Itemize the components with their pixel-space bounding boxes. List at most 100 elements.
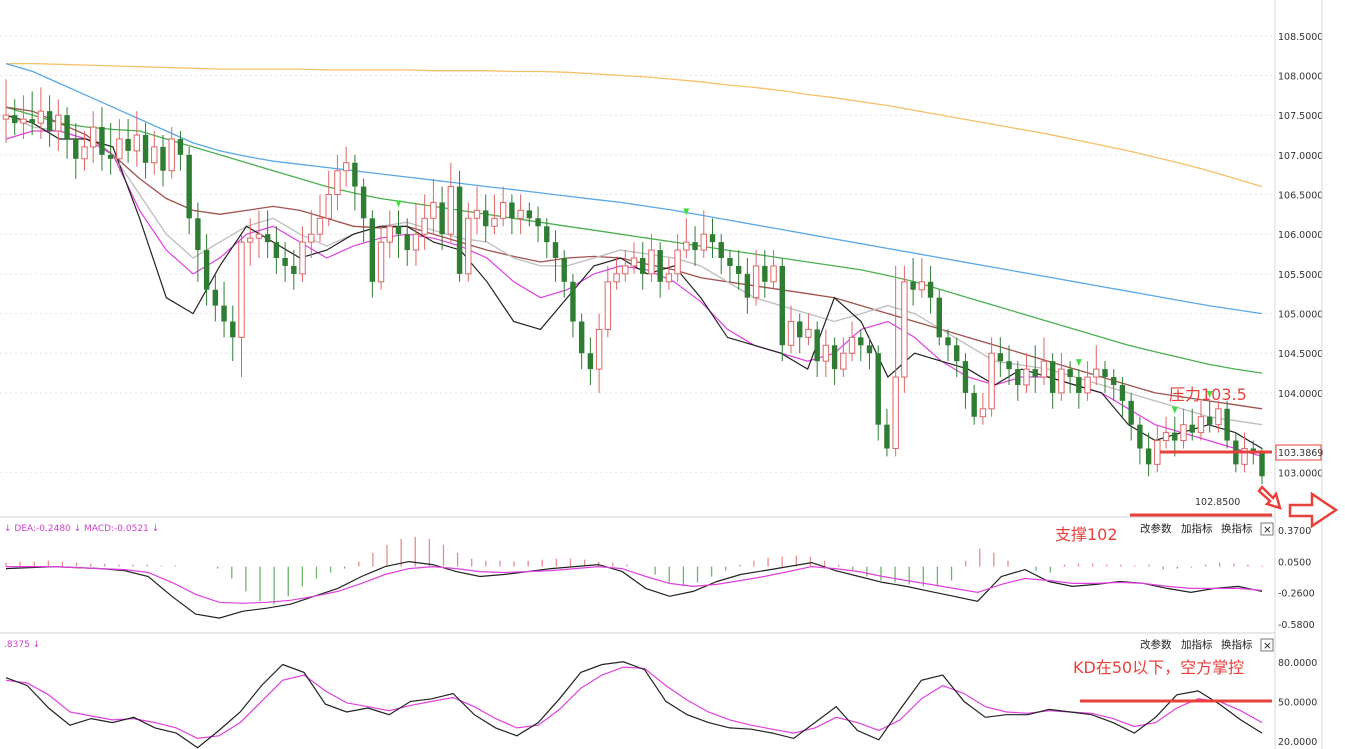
candle-body <box>1006 361 1012 370</box>
candle-body <box>936 297 942 338</box>
candle-body <box>116 138 123 160</box>
candle <box>1119 377 1126 417</box>
candle <box>866 337 873 370</box>
ma-line-2 <box>5 106 1263 374</box>
candle <box>456 170 463 282</box>
candle-body <box>988 352 995 410</box>
candle-body <box>1128 400 1134 425</box>
candle <box>116 119 123 171</box>
candle <box>910 258 916 306</box>
candle-body <box>1145 448 1152 465</box>
candle-body <box>473 209 481 219</box>
candle <box>700 210 707 258</box>
candle-body <box>46 111 53 132</box>
candle-body <box>125 138 131 151</box>
candle-body <box>979 408 987 418</box>
candle <box>133 111 141 167</box>
switch-indicator-button[interactable]: 换指标 <box>1221 638 1253 651</box>
candle <box>299 226 306 282</box>
candle <box>142 123 149 179</box>
candle-body <box>264 234 271 243</box>
candle <box>657 242 663 298</box>
candle-body <box>779 265 785 346</box>
candle-body <box>177 138 184 155</box>
candle-body <box>1119 384 1126 401</box>
candle <box>81 131 88 171</box>
ma-line-0 <box>6 62 1263 188</box>
close-icon: × <box>1263 524 1272 536</box>
candle <box>858 329 864 362</box>
candle-body <box>1093 368 1100 378</box>
candle <box>282 242 288 282</box>
y-tick-label: 105.0000 <box>1278 310 1323 321</box>
candle-body <box>1023 368 1030 386</box>
candle-body <box>64 115 70 139</box>
macd-panel[interactable]: 0.3700 0.0500 -0.2600 -0.5800 <box>5 526 1315 631</box>
candle <box>273 226 280 274</box>
candle <box>622 250 629 282</box>
candle-body <box>752 265 760 299</box>
candle-body <box>918 281 926 291</box>
candle-body <box>797 321 803 338</box>
candle-body <box>517 209 524 219</box>
y-tick-label: -0.2600 <box>1278 588 1315 599</box>
candle <box>1215 400 1222 433</box>
candle <box>954 337 960 378</box>
switch-indicator-button[interactable]: 换指标 <box>1221 522 1253 535</box>
change-params-button[interactable]: 改参数 <box>1140 638 1172 651</box>
candle <box>979 392 987 425</box>
add-indicator-button[interactable]: 加指标 <box>1181 522 1213 535</box>
candle-body <box>491 217 498 227</box>
candle-body <box>90 126 97 148</box>
candle-body <box>822 344 830 362</box>
candle-body <box>665 273 673 283</box>
candle-body <box>866 345 873 354</box>
candle <box>1040 337 1048 385</box>
kd-k-line <box>5 661 1263 749</box>
candle <box>1145 432 1152 477</box>
candle-body <box>613 273 620 283</box>
price-panel[interactable]: 108.5000 108.0000 107.5000 107.0000 106.5000… <box>0 32 1323 485</box>
candle-body <box>770 265 777 283</box>
candle <box>1259 448 1265 485</box>
candle-body <box>1259 452 1265 477</box>
candle-body <box>160 146 166 171</box>
candle-body <box>1058 368 1065 394</box>
signal-marker-icon <box>395 200 402 208</box>
candle-body <box>299 241 306 275</box>
candle <box>526 202 533 227</box>
candle-body <box>369 218 376 282</box>
candle <box>752 250 760 306</box>
y-tick-label: 50.0000 <box>1278 697 1317 708</box>
y-tick-label: 0.0500 <box>1278 558 1311 569</box>
candle-body <box>683 241 690 251</box>
candle <box>787 305 795 354</box>
change-params-button[interactable]: 改参数 <box>1140 522 1172 535</box>
candle-body <box>1049 361 1056 393</box>
candle <box>1058 353 1065 401</box>
kd-panel[interactable]: 80.0000 50.0000 20.0000 <box>5 658 1317 749</box>
candle <box>727 250 733 282</box>
candle <box>797 313 803 354</box>
candle <box>1189 408 1195 441</box>
ma-line-5 <box>5 130 1263 457</box>
add-indicator-button[interactable]: 加指标 <box>1181 638 1213 651</box>
candle <box>570 273 576 338</box>
candle-body <box>927 281 934 298</box>
candle-body <box>499 201 507 219</box>
candle-body <box>1032 369 1038 378</box>
current-price-label: 103.3869 <box>1278 448 1323 459</box>
candle <box>1006 345 1012 385</box>
close-macd-button[interactable] <box>1260 522 1274 536</box>
candle-body <box>875 353 881 425</box>
candle <box>709 218 716 258</box>
candle <box>483 194 489 243</box>
candle <box>168 127 175 179</box>
candle <box>561 250 567 298</box>
candle-body <box>439 202 445 235</box>
candle <box>73 123 79 179</box>
candle <box>195 202 201 282</box>
close-kd-button[interactable] <box>1260 638 1274 652</box>
candle-body <box>840 352 847 370</box>
